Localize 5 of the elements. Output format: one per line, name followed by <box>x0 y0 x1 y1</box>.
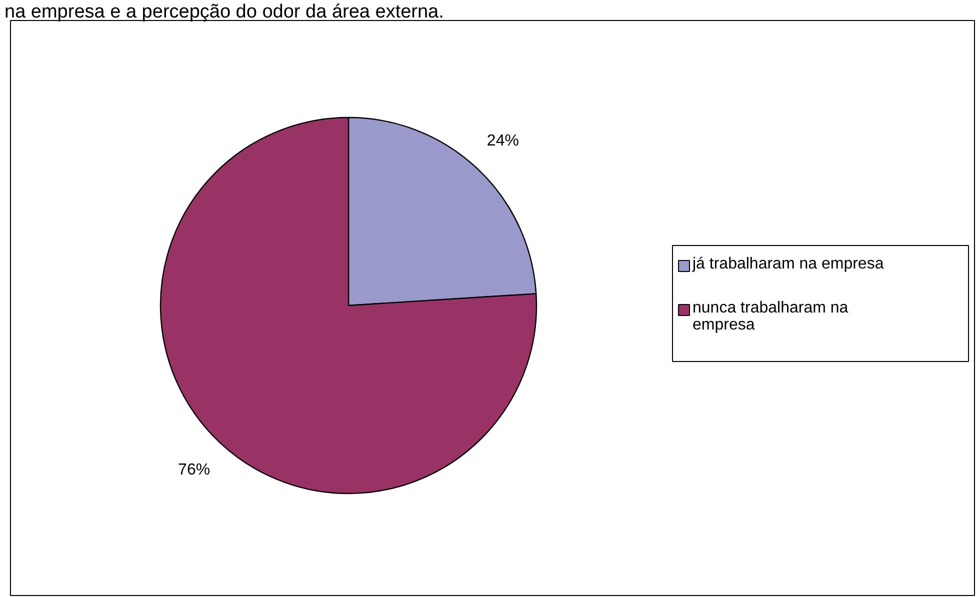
legend-label: já trabalharam na empresa <box>692 256 884 272</box>
data-label: 76% <box>178 461 210 478</box>
data-label: 24% <box>486 132 519 150</box>
chart-title: na empresa e a percepção do odor da área externa. <box>4 2 444 22</box>
legend-label: nunca trabalharam na empresa <box>692 300 848 334</box>
